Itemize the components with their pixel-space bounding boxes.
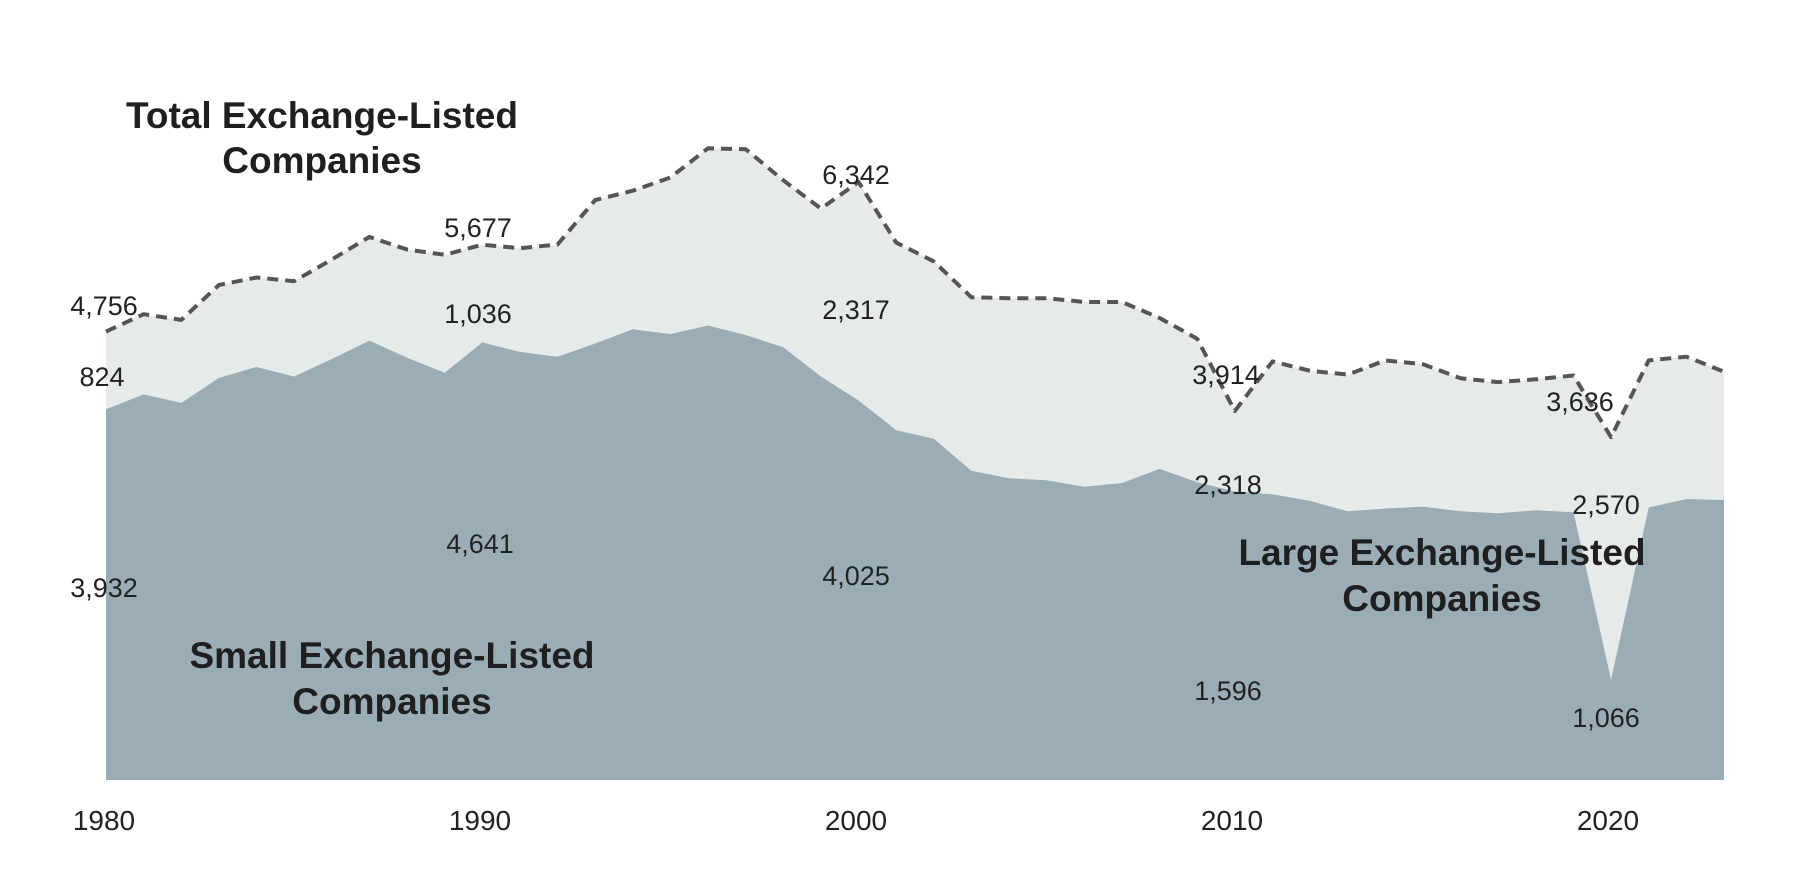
series-label-small-line1: Small Exchange-Listed (189, 635, 594, 676)
area-layer (106, 148, 1724, 780)
data-label-large-1990: 1,036 (444, 299, 512, 329)
series-label-small-line2: Companies (292, 681, 491, 722)
series-label-large-line1: Large Exchange-Listed (1238, 532, 1645, 573)
total-line-layer (105, 146, 1725, 440)
data-label-large-2000: 2,317 (822, 295, 890, 325)
data-label-small-2010: 1,596 (1194, 676, 1262, 706)
data-label-total-2020: 3,636 (1546, 387, 1614, 417)
large-companies-area (106, 148, 1724, 680)
series-label-total-line1: Total Exchange-Listed (126, 95, 518, 136)
data-label-small-2000: 4,025 (822, 561, 890, 591)
data-label-total-1980: 4,756 (70, 291, 138, 321)
data-label-total-2010: 3,914 (1192, 360, 1260, 390)
x-tick-1980: 1980 (73, 805, 135, 836)
total-companies-line (105, 146, 1725, 440)
x-tick-2020: 2020 (1577, 805, 1639, 836)
series-label-large-line2: Companies (1342, 578, 1541, 619)
x-tick-2000: 2000 (825, 805, 887, 836)
series-label-total-line2: Companies (222, 140, 421, 181)
data-label-total-2000: 6,342 (822, 160, 890, 190)
small-companies-area (106, 325, 1724, 780)
data-label-large-2020: 2,570 (1572, 490, 1640, 520)
x-tick-2010: 2010 (1201, 805, 1263, 836)
data-label-large-2010: 2,318 (1194, 470, 1262, 500)
data-label-total-1990: 5,677 (444, 213, 512, 243)
data-label-small-1990: 4,641 (446, 529, 514, 559)
data-label-large-1980: 824 (79, 362, 124, 392)
data-label-small-2020: 1,066 (1572, 703, 1640, 733)
data-label-small-1980: 3,932 (70, 573, 138, 603)
x-tick-1990: 1990 (449, 805, 511, 836)
